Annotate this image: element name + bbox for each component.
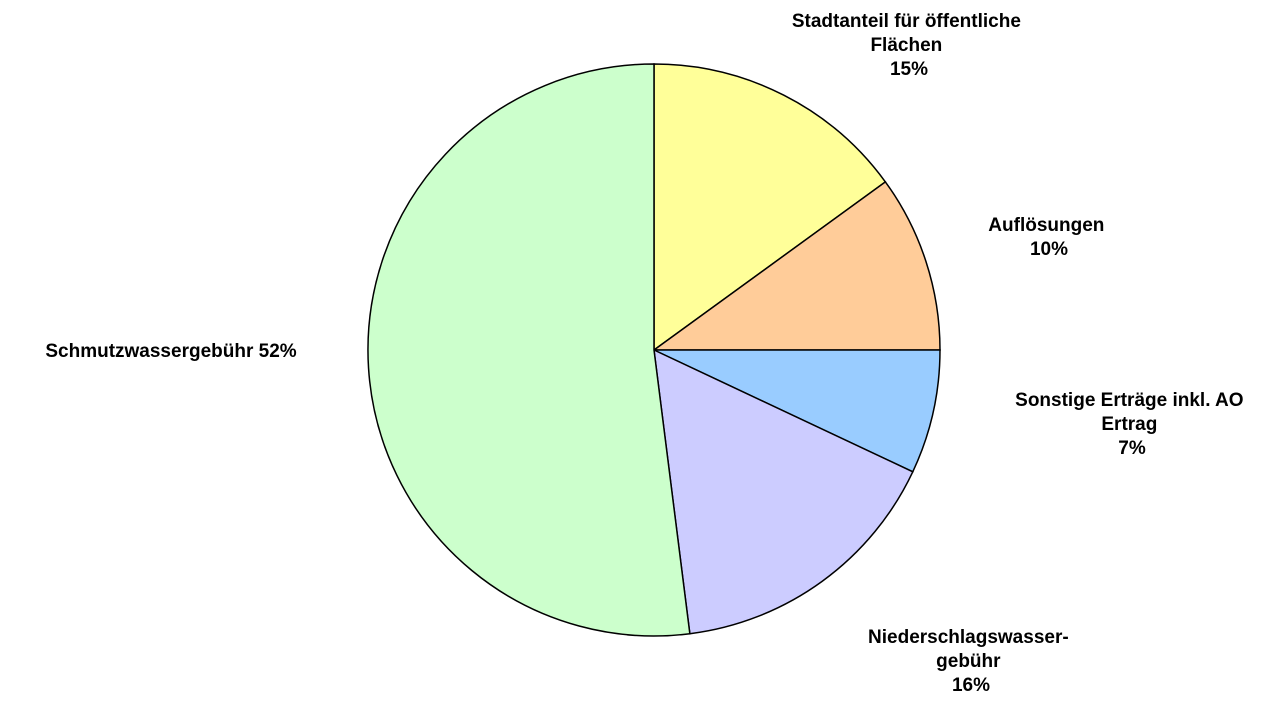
slice-label-sonstige-ertraege: Sonstige Erträge inkl. AO Ertrag 7%	[1015, 390, 1249, 459]
slice-label-schmutzwasser: Schmutzwassergebühr 52%	[45, 341, 296, 362]
pie-slices	[367, 63, 941, 637]
pie-labels: Stadtanteil für öffentliche Flächen 15% …	[45, 11, 1249, 696]
slice-aufloesungen	[651, 180, 941, 351]
slice-schmutzwasser	[367, 63, 691, 637]
slice-label-niederschlagswasser: Niederschlagswasser- gebühr 16%	[868, 627, 1074, 696]
slice-label-aufloesungen: Auflösungen 10%	[988, 215, 1109, 260]
slice-stadtanteil	[653, 63, 887, 352]
slice-sonstige-ertraege	[653, 349, 941, 473]
slice-label-stadtanteil: Stadtanteil für öffentliche Flächen 15%	[792, 11, 1026, 80]
slice-niederschlagswasser	[653, 348, 914, 635]
